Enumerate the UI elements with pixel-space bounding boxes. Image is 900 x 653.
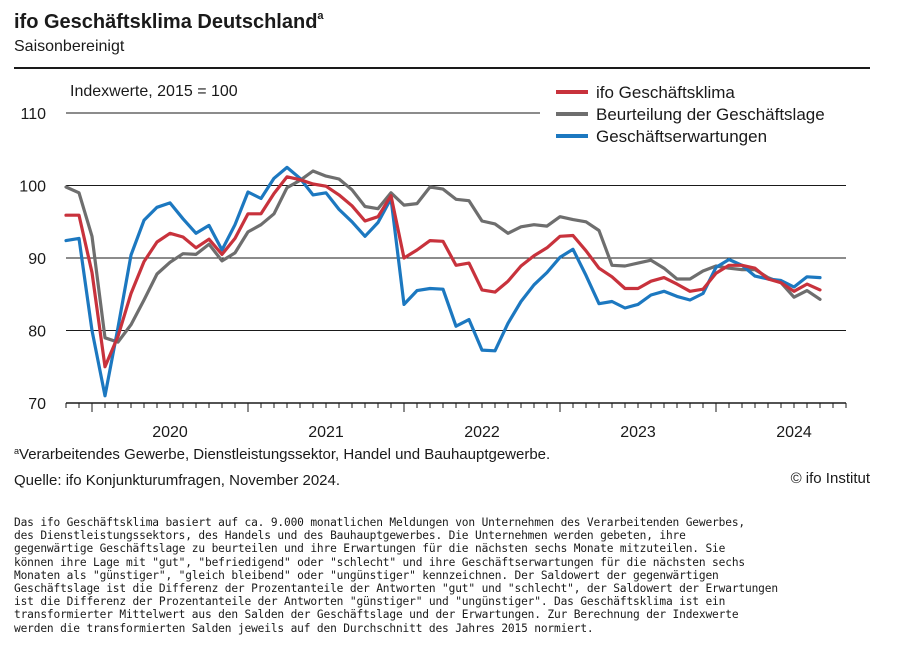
footnote: aVerarbeitendes Gewerbe, Dienstleistungs…: [14, 446, 550, 463]
unit-label: Indexwerte, 2015 = 100: [70, 83, 238, 100]
series-line-geschaeftserwartungen: [64, 165, 822, 398]
line-chart: 70 80 90 100 110 2020 2021 2022 2023 2024 ifo Ge…: [19, 83, 847, 441]
y-tick-label: 100: [19, 179, 46, 196]
legend-label: ifo Geschäftsklima: [596, 83, 735, 102]
source-note: Quelle: ifo Konjunkturumfragen, November…: [14, 472, 341, 489]
description-line: transformierter Mittelwert aus den Salde…: [14, 608, 739, 622]
x-axis: 2020 2021 2022 2023 2024: [65, 402, 847, 441]
description-line: ist die Differenz der Prozentanteile der…: [14, 595, 726, 609]
description-line: können ihre Lage mit "gut", "befriedigen…: [14, 555, 745, 569]
y-tick-label: 110: [20, 106, 46, 123]
legend-label: Geschäftserwartungen: [596, 127, 767, 146]
description-line: Das ifo Geschäftsklima basiert auf ca. 9…: [14, 516, 745, 529]
header-rule: [14, 67, 870, 69]
legend-label: Beurteilung der Geschäftslage: [596, 105, 825, 124]
series-line-geschaeftsklima: [64, 175, 822, 369]
chart-subtitle: Saisonbereinigt: [14, 38, 125, 55]
description-text: Das ifo Geschäftsklima basiert auf ca. 9…: [14, 516, 884, 635]
title-footnote-mark: a: [317, 10, 324, 22]
footnote-text: Verarbeitendes Gewerbe, Dienstleistungss…: [19, 446, 551, 463]
description-line: Geschäftslage ist die Differenz der Proz…: [14, 582, 778, 596]
description-line: gegenwärtige Geschäftslage zu beurteilen…: [14, 542, 726, 556]
description-line: werden die transformierten Salden jeweil…: [14, 621, 594, 635]
x-tick-label: 2020: [152, 424, 188, 441]
x-tick-label: 2021: [308, 424, 344, 441]
footnote-mark: a: [14, 446, 20, 456]
copyright: © ifo Institut: [790, 470, 870, 487]
grid-lines: [66, 112, 846, 331]
y-tick-labels: 70 80 90 100 110: [19, 106, 46, 413]
x-tick-label: 2022: [464, 424, 500, 441]
chart-title-text: ifo Geschäftsklima Deutschland: [14, 11, 318, 33]
x-tick-label: 2024: [776, 424, 812, 441]
legend: ifo Geschäftsklima Beurteilung der Geschä…: [556, 83, 825, 146]
y-tick-label: 90: [28, 251, 46, 268]
description-line: Monaten als "günstiger", "gleich bleiben…: [14, 568, 719, 582]
y-tick-label: 80: [28, 324, 46, 341]
chart-title: ifo Geschäftsklima Deutschlanda: [14, 10, 324, 34]
series-line-geschaeftslage: [64, 169, 822, 344]
x-tick-label: 2023: [620, 424, 656, 441]
description-line: des Dienstleistungssektors, des Handels …: [14, 529, 686, 543]
y-tick-label: 70: [28, 396, 46, 413]
series-lines: [64, 165, 822, 398]
